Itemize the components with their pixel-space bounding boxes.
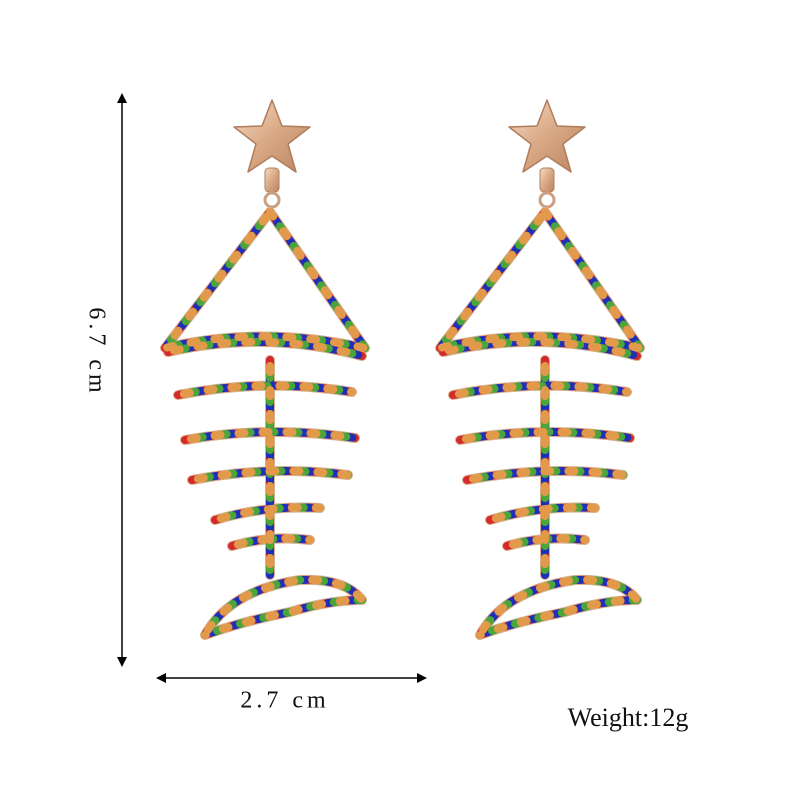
weight-label: Weight:12g	[568, 703, 689, 732]
width-label: 2.7 cm	[240, 688, 329, 714]
height-label: 6.7 cm	[83, 307, 109, 396]
earring-left	[165, 100, 365, 635]
earring-right	[440, 100, 640, 635]
